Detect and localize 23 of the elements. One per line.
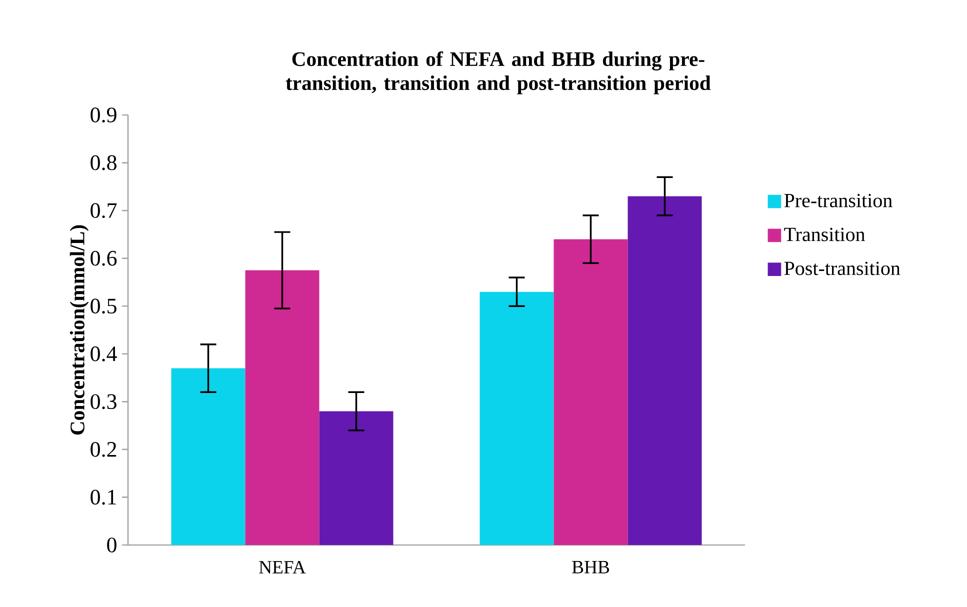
chart-title: Concentration of NEFA and BHB during pre-transition, transition and post-transition period — [286, 51, 711, 94]
y-tick-label: 0.7 — [90, 203, 117, 218]
legend-label: Post-transition — [784, 262, 900, 276]
legend-label: Transition — [784, 228, 866, 242]
y-tick-label: 0.3 — [90, 394, 116, 410]
y-tick-label: 0 — [107, 538, 116, 552]
y-axis-title: Concentration(mmol/L) — [70, 225, 89, 435]
bar — [628, 196, 702, 545]
bar — [319, 411, 394, 545]
y-tick-label: 0.9 — [90, 108, 116, 122]
bar — [480, 292, 554, 545]
y-tick-label: 0.6 — [90, 250, 117, 266]
y-tick-label: 0.2 — [90, 442, 116, 457]
x-tick-label: NEFA — [259, 561, 306, 574]
bar — [171, 368, 246, 545]
legend-label: Pre-transition — [784, 194, 892, 208]
bar — [554, 239, 628, 545]
x-tick-label: BHB — [572, 561, 610, 574]
y-tick-label: 0.1 — [90, 490, 116, 505]
bar — [245, 270, 320, 545]
y-tick-label: 0.5 — [90, 298, 116, 314]
y-tick-label: 0.4 — [90, 346, 117, 362]
y-tick-label: 0.8 — [90, 155, 116, 170]
